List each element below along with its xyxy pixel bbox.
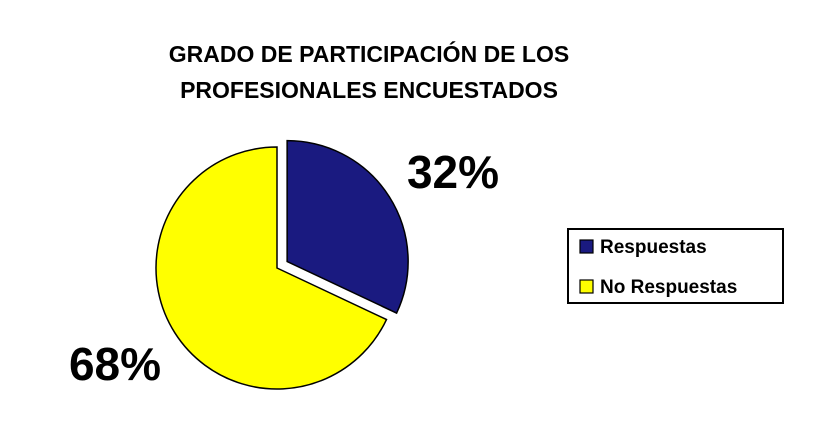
legend-swatch-no-respuestas [579,279,594,294]
legend-swatch-respuestas [579,239,594,254]
chart-title-line-2: PROFESIONALES ENCUESTADOS [180,77,558,103]
pie-slices [155,139,409,390]
data-label-no-respuestas: 68% [69,338,161,390]
pie-slice-respuestas [286,139,409,315]
legend: Respuestas No Respuestas [567,228,784,304]
data-label-respuestas: 32% [407,146,499,198]
legend-label-respuestas: Respuestas [600,237,707,258]
legend-label-no-respuestas: No Respuestas [600,277,737,298]
chart-title-line-1: GRADO DE PARTICIPACIÓN DE LOS [169,40,569,67]
pie-slice-no-respuestas [155,146,388,390]
legend-box [567,228,784,304]
